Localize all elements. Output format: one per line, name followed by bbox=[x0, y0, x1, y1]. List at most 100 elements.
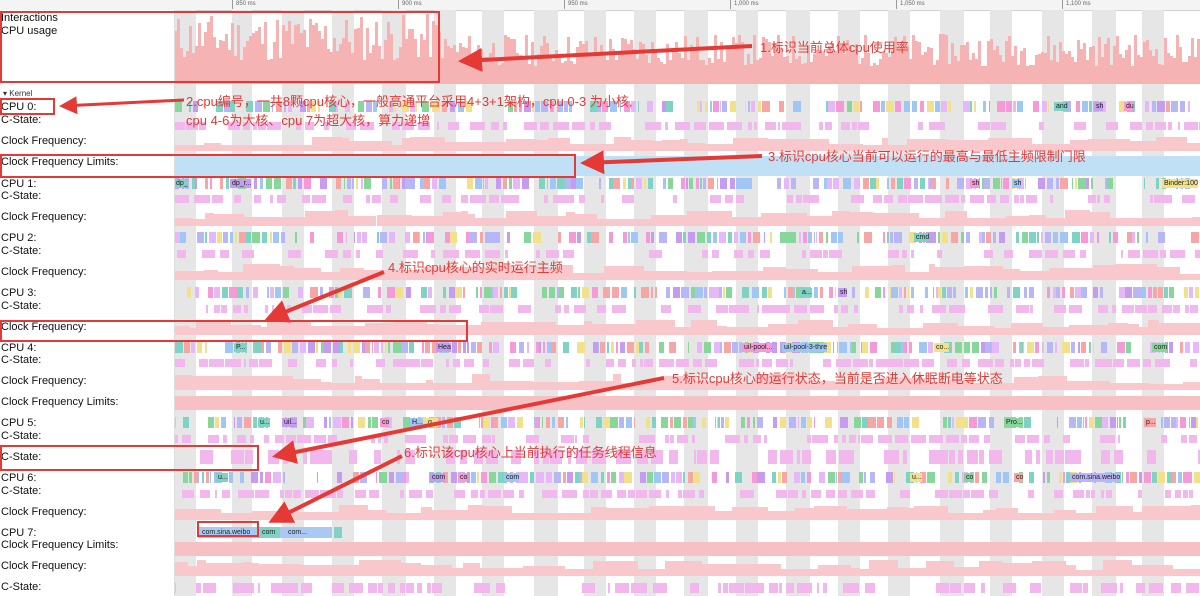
track-label-cpu1[interactable]: CPU 1: bbox=[1, 178, 37, 190]
track-label-cpu0-cstate[interactable]: C-State: bbox=[1, 114, 42, 126]
track-label-cpu3-freq[interactable]: Clock Frequency: bbox=[1, 321, 87, 333]
thread-slice-label[interactable]: g... bbox=[426, 418, 438, 427]
cpu3-cstate-row[interactable] bbox=[174, 305, 1200, 313]
thread-slice-label[interactable]: uil... bbox=[282, 418, 297, 427]
track-label-cpu0-limits[interactable]: Clock Frequency Limits: bbox=[1, 156, 119, 168]
cpu7-cstate-row[interactable] bbox=[174, 583, 1200, 593]
cpu7-slices-row[interactable]: com.sina.weibo com com... bbox=[174, 527, 1200, 538]
cpu7-freq-row[interactable] bbox=[174, 560, 1200, 576]
track-label-cpu6-freq[interactable]: Clock Frequency: bbox=[1, 506, 87, 518]
thread-slice-label[interactable]: com.sina.weibo bbox=[202, 529, 251, 536]
cpu5-cstate-row-2[interactable] bbox=[174, 450, 1200, 464]
track-label-cpu5-cstate-2[interactable]: C-State: bbox=[1, 451, 42, 463]
cpu1-freq-row[interactable] bbox=[174, 210, 1200, 226]
cpu6-slices-row[interactable]: u... com co com u... co co com.sina.weibo bbox=[174, 472, 1200, 483]
track-label-cpu4-freq[interactable]: Clock Frequency: bbox=[1, 375, 87, 387]
cpu0-limits-row[interactable] bbox=[174, 156, 1200, 176]
cpu1-cstate-row[interactable] bbox=[174, 195, 1200, 203]
cpu7-limits-row[interactable] bbox=[174, 542, 1200, 556]
thread-slice-label[interactable]: cmd bbox=[914, 233, 930, 242]
thread-slice-label[interactable]: com... bbox=[288, 529, 308, 536]
thread-slice-label[interactable]: sh bbox=[1012, 179, 1022, 188]
thread-slice-label[interactable]: uil-pool... bbox=[742, 343, 773, 352]
thread-slice-label[interactable]: co bbox=[380, 418, 390, 427]
cpu5-slices-row[interactable]: u... uil... co H... g... Pro... p... bbox=[174, 417, 1200, 428]
thread-slice-label[interactable]: u... bbox=[258, 418, 270, 427]
track-label-cpu1-cstate[interactable]: C-State: bbox=[1, 190, 42, 202]
thread-slice-label[interactable]: du bbox=[1124, 102, 1134, 111]
track-label-cpu3[interactable]: CPU 3: bbox=[1, 287, 37, 299]
thread-slice-label[interactable]: com.sina.weibo bbox=[1070, 473, 1121, 482]
track-label-cpu6-cstate[interactable]: C-State: bbox=[1, 485, 42, 497]
track-label-interactions[interactable]: Interactions bbox=[1, 12, 58, 24]
cpu5-cstate-row[interactable] bbox=[174, 435, 1200, 443]
thread-slice-label[interactable]: p... bbox=[1144, 418, 1156, 427]
track-label-cpu7[interactable]: CPU 7: bbox=[1, 527, 37, 539]
cpu0-slices-row[interactable]: and sh du bbox=[174, 101, 1200, 112]
track-label-cpu4[interactable]: CPU 4: bbox=[1, 342, 37, 354]
track-label-cpu2-cstate[interactable]: C-State: bbox=[1, 245, 42, 257]
thread-slice-label[interactable]: H... bbox=[410, 418, 423, 427]
thread-slice-label[interactable]: co bbox=[1014, 473, 1024, 482]
track-label-cpu4-cstate[interactable]: C-State: bbox=[1, 354, 42, 366]
thread-slice-label[interactable]: sh bbox=[838, 288, 848, 297]
freq-step bbox=[251, 510, 280, 520]
track-label-cpu7-cstate[interactable]: C-State: bbox=[1, 581, 42, 593]
cstate-block bbox=[961, 435, 967, 443]
cpu0-freq-row[interactable] bbox=[174, 137, 1200, 151]
cpu-usage-graph[interactable] bbox=[174, 12, 1200, 84]
track-label-cpu6[interactable]: CPU 6: bbox=[1, 472, 37, 484]
cpu4-cstate-row[interactable] bbox=[174, 359, 1200, 367]
thread-slice-label[interactable]: Binder:100 bbox=[1162, 179, 1198, 188]
track-label-cpu5-cstate[interactable]: C-State: bbox=[1, 430, 42, 442]
thread-slice bbox=[840, 417, 849, 428]
thread-slice-label[interactable]: dp_ bbox=[174, 179, 188, 188]
thread-slice-label[interactable]: u... bbox=[216, 473, 228, 482]
thread-slice-label[interactable]: u... bbox=[910, 473, 922, 482]
track-label-cpu7-limits[interactable]: Clock Frequency Limits: bbox=[1, 539, 119, 551]
thread-slice-label[interactable]: uil-pool-3-thre bbox=[782, 343, 828, 352]
cpu0-cstate-row[interactable] bbox=[174, 122, 1200, 130]
thread-slice-label[interactable]: com bbox=[504, 473, 520, 482]
cpu4-limits-row[interactable] bbox=[174, 396, 1200, 410]
track-label-cpu2-freq[interactable]: Clock Frequency: bbox=[1, 266, 87, 278]
kernel-group-header[interactable]: ▾ Kernel bbox=[3, 89, 32, 98]
cpu2-cstate-row[interactable] bbox=[174, 250, 1200, 258]
thread-slice-label[interactable]: com bbox=[1152, 343, 1168, 352]
thread-slice-label[interactable]: and bbox=[1054, 102, 1068, 111]
cstate-block bbox=[442, 250, 450, 258]
track-label-cpu0-freq[interactable]: Clock Frequency: bbox=[1, 135, 87, 147]
track-label-cpu2[interactable]: CPU 2: bbox=[1, 232, 37, 244]
cpu3-slices-row[interactable]: a... sh bbox=[174, 287, 1200, 298]
cpu2-slices-row[interactable]: cmd bbox=[174, 232, 1200, 243]
cpu6-freq-row[interactable] bbox=[174, 504, 1200, 520]
cpu3-freq-row[interactable] bbox=[174, 319, 1200, 335]
cpu1-slices-row[interactable]: dp_ dp_r... sh sh Binder:100 bbox=[174, 178, 1200, 189]
cpu4-slices-row[interactable]: P... Hea uil-pool... uil-pool-3-thre co... co… bbox=[174, 342, 1200, 353]
track-label-cpu5[interactable]: CPU 5: bbox=[1, 417, 37, 429]
freq-step bbox=[342, 138, 350, 151]
thread-slice-label[interactable]: dp_r... bbox=[230, 179, 252, 188]
track-label-cpu7-freq[interactable]: Clock Frequency: bbox=[1, 560, 87, 572]
timeline-track-area[interactable]: and sh du dp_ dp_r... sh sh Binder:100 cmd a..… bbox=[174, 10, 1200, 596]
thread-slice-label[interactable]: co... bbox=[934, 343, 950, 352]
thread-slice-label[interactable]: co bbox=[458, 473, 468, 482]
cpu2-freq-row[interactable] bbox=[174, 264, 1200, 280]
thread-slice-label[interactable]: co bbox=[964, 473, 974, 482]
cpu6-cstate-row[interactable] bbox=[174, 490, 1200, 498]
thread-slice-label[interactable]: com bbox=[430, 473, 446, 482]
track-label-cpu3-cstate[interactable]: C-State: bbox=[1, 300, 42, 312]
thread-slice-label[interactable]: Hea bbox=[436, 343, 451, 352]
thread-slice-label[interactable]: Pro... bbox=[1004, 418, 1023, 427]
track-label-cpu-usage[interactable]: CPU usage bbox=[1, 25, 58, 37]
thread-slice-label[interactable]: com bbox=[262, 529, 276, 536]
cstate-block bbox=[426, 490, 433, 498]
thread-slice-label[interactable]: sh bbox=[1094, 102, 1104, 111]
thread-slice-label[interactable]: P... bbox=[234, 343, 246, 352]
thread-slice-label[interactable]: a... bbox=[800, 288, 812, 297]
thread-slice-label[interactable]: sh bbox=[970, 179, 980, 188]
track-label-cpu1-freq[interactable]: Clock Frequency: bbox=[1, 211, 87, 223]
track-label-cpu0[interactable]: CPU 0: bbox=[1, 101, 37, 113]
cpu4-freq-row[interactable] bbox=[174, 374, 1200, 390]
track-label-cpu4-limits[interactable]: Clock Frequency Limits: bbox=[1, 396, 119, 408]
